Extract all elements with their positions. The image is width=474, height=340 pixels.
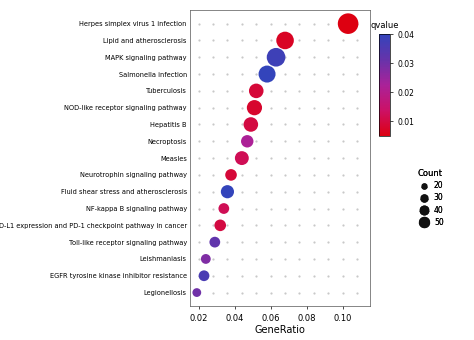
Point: [224, 189, 231, 194]
Point: [344, 21, 352, 27]
Point: [251, 105, 258, 110]
Point: [247, 122, 255, 127]
Title: qvalue: qvalue: [370, 21, 399, 31]
Point: [253, 88, 260, 94]
Point: [238, 155, 246, 161]
Point: [263, 71, 271, 77]
Point: [217, 223, 224, 228]
Point: [272, 54, 280, 60]
Point: [200, 273, 208, 278]
Point: [202, 256, 210, 262]
Point: [244, 139, 251, 144]
Point: [227, 172, 235, 177]
Point: [220, 206, 228, 211]
Point: [281, 38, 289, 43]
Point: [193, 290, 201, 295]
Legend: 20, 30, 40, 50: 20, 30, 40, 50: [415, 168, 445, 228]
X-axis label: GeneRatio: GeneRatio: [254, 325, 305, 336]
Point: [211, 239, 219, 245]
